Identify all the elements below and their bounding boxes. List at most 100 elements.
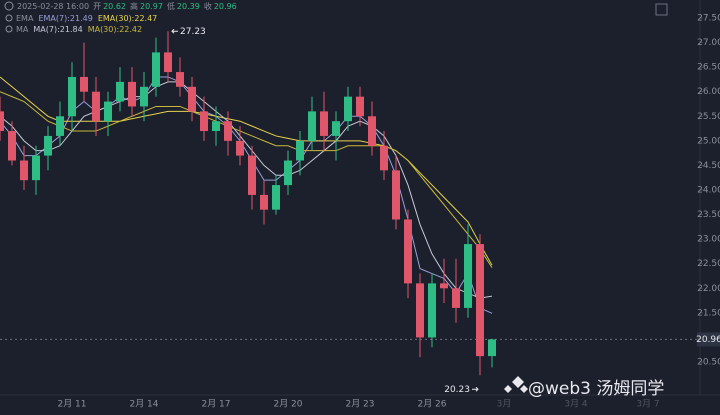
candle-body: [368, 116, 376, 146]
header-label: 收: [204, 1, 212, 11]
watermark-logo: [504, 376, 528, 393]
settings-icon[interactable]: [655, 3, 668, 16]
y-tick-label: 27.50: [697, 14, 720, 24]
legend-name: EMA(7):: [38, 14, 69, 23]
candle-body: [32, 155, 40, 181]
header-value: 20.62: [103, 2, 126, 11]
legend-name: EMA(30):: [98, 14, 135, 23]
y-tick-label: 20.50: [697, 357, 720, 367]
candle-body: [0, 111, 4, 132]
candle-body: [452, 288, 460, 308]
min-label: 20.23: [444, 385, 470, 395]
x-tick-label: 2月 14: [129, 399, 158, 410]
y-tick-label: 24.50: [697, 161, 720, 171]
x-tick-label: 3月: [497, 399, 512, 410]
indicator-line: [0, 81, 493, 299]
y-tick-label: 25.50: [697, 112, 720, 122]
header-label: 高: [130, 1, 138, 11]
y-tick-label: 26.00: [697, 87, 720, 97]
candle-body: [140, 86, 148, 107]
candle-body: [260, 194, 268, 210]
legend-group: EMA: [16, 14, 34, 23]
y-tick-label: 22.50: [697, 259, 720, 269]
header-value: 20.97: [140, 2, 163, 11]
header-value: 20.39: [177, 2, 200, 11]
max-arrow: [171, 28, 178, 34]
candle-body: [164, 52, 172, 73]
candle-body: [20, 160, 28, 181]
candle-body: [464, 244, 472, 308]
y-tick-label: 21.50: [697, 308, 720, 318]
candle-body: [380, 145, 388, 171]
last-price-label: 20.96: [696, 335, 720, 345]
candle-body: [92, 91, 100, 122]
candle-body: [476, 244, 484, 357]
legend-icon: [5, 25, 13, 33]
min-arrow: [472, 386, 479, 392]
x-tick-label: 2月 26: [417, 399, 446, 410]
candle-body: [212, 121, 220, 132]
candle-body: [188, 86, 196, 112]
y-tick-label: 27.00: [697, 38, 720, 48]
legend-value: 21.49: [70, 14, 93, 23]
candle-body: [200, 111, 208, 132]
header-time: 2025-02-28 16:00: [17, 2, 89, 11]
x-tick-label: 3月 4: [564, 399, 588, 410]
header-label: 开: [93, 2, 101, 11]
legend-value: 21.84: [60, 25, 83, 34]
y-tick-label: 24.00: [697, 186, 720, 196]
candle-body: [344, 96, 352, 122]
candle-body: [272, 185, 280, 210]
x-tick-label: 2月 20: [273, 399, 302, 410]
legend-value: 22.42: [119, 25, 142, 34]
y-tick-label: 23.50: [697, 210, 720, 220]
candle-body: [224, 121, 232, 141]
legend-row: MA MA(7):21.84 MA(30):22.42: [16, 25, 142, 34]
indicator-line: [0, 91, 493, 268]
candle-body: [8, 131, 16, 161]
candle-body: [152, 52, 160, 87]
header-label: 低: [167, 1, 175, 11]
candle-body: [116, 81, 124, 102]
y-tick-label: 26.50: [697, 63, 720, 73]
candle-body: [128, 81, 136, 107]
ohlc-header: 2025-02-28 16:00 开 20.62 高 20.97 低 20.39 收 20.96: [17, 1, 237, 11]
candle-body: [56, 116, 64, 136]
legend-name: MA(30):: [88, 25, 120, 34]
y-tick-label: 22.00: [697, 284, 720, 294]
candle-body: [404, 219, 412, 284]
candle-body: [44, 135, 52, 156]
last-price-box: [697, 332, 720, 347]
y-tick-label: 23.00: [697, 235, 720, 245]
header-value: 20.96: [214, 2, 237, 11]
candle-body: [308, 111, 316, 141]
legend-name: MA(7):: [33, 25, 59, 34]
candle-body: [248, 155, 256, 195]
x-tick-label: 3月 7: [636, 399, 659, 410]
legend-icon: [5, 14, 13, 22]
candle-body: [320, 111, 328, 136]
candle-body: [356, 96, 364, 117]
collapse-icon[interactable]: [4, 1, 14, 11]
legend-row: EMA EMA(7):21.49 EMA(30):22.47: [16, 14, 157, 23]
candle-body: [428, 283, 436, 338]
candle-body: [236, 140, 244, 156]
candle-body: [68, 76, 76, 117]
candle-body: [104, 101, 112, 122]
x-tick-label: 2月 23: [345, 399, 374, 410]
legend-value: 22.47: [134, 14, 157, 23]
watermark: @web3 汤姆同学: [528, 379, 664, 399]
candle-body: [488, 339, 496, 357]
candle-body: [284, 160, 292, 186]
legend-group: MA: [16, 25, 29, 34]
candle-body: [296, 140, 304, 161]
x-tick-label: 2月 11: [57, 399, 86, 410]
candle-body: [176, 72, 184, 87]
y-tick-label: 25.00: [697, 136, 720, 146]
candle-body: [332, 121, 340, 136]
candle-body: [80, 76, 88, 92]
candle-body: [416, 283, 424, 338]
candle-body: [392, 170, 400, 220]
max-label: 27.23: [180, 27, 206, 37]
